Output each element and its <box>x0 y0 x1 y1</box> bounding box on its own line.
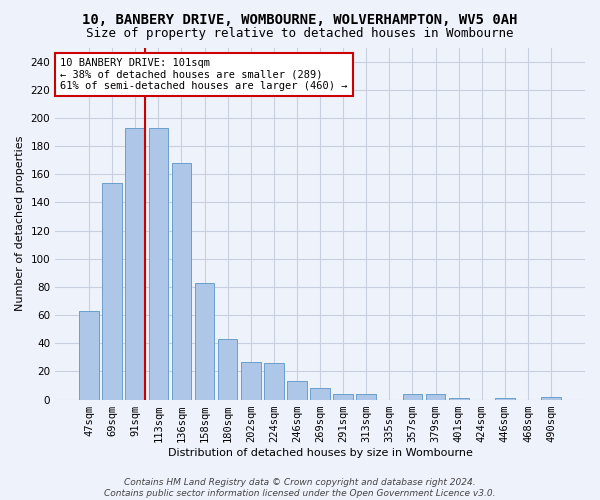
Text: 10, BANBERY DRIVE, WOMBOURNE, WOLVERHAMPTON, WV5 0AH: 10, BANBERY DRIVE, WOMBOURNE, WOLVERHAMP… <box>82 12 518 26</box>
Text: 10 BANBERY DRIVE: 101sqm
← 38% of detached houses are smaller (289)
61% of semi-: 10 BANBERY DRIVE: 101sqm ← 38% of detach… <box>61 58 348 92</box>
Bar <box>495 398 515 400</box>
Bar <box>125 128 145 400</box>
Bar <box>287 382 307 400</box>
Bar <box>449 398 469 400</box>
Bar <box>403 394 422 400</box>
X-axis label: Distribution of detached houses by size in Wombourne: Distribution of detached houses by size … <box>167 448 473 458</box>
Bar <box>149 128 168 400</box>
Y-axis label: Number of detached properties: Number of detached properties <box>15 136 25 311</box>
Bar <box>172 163 191 400</box>
Bar <box>426 394 445 400</box>
Bar <box>356 394 376 400</box>
Bar <box>541 397 561 400</box>
Bar <box>103 182 122 400</box>
Bar <box>334 394 353 400</box>
Text: Size of property relative to detached houses in Wombourne: Size of property relative to detached ho… <box>86 28 514 40</box>
Bar <box>241 362 260 400</box>
Text: Contains HM Land Registry data © Crown copyright and database right 2024.
Contai: Contains HM Land Registry data © Crown c… <box>104 478 496 498</box>
Bar <box>264 363 284 400</box>
Bar <box>310 388 330 400</box>
Bar <box>79 311 99 400</box>
Bar <box>195 282 214 400</box>
Bar <box>218 339 238 400</box>
